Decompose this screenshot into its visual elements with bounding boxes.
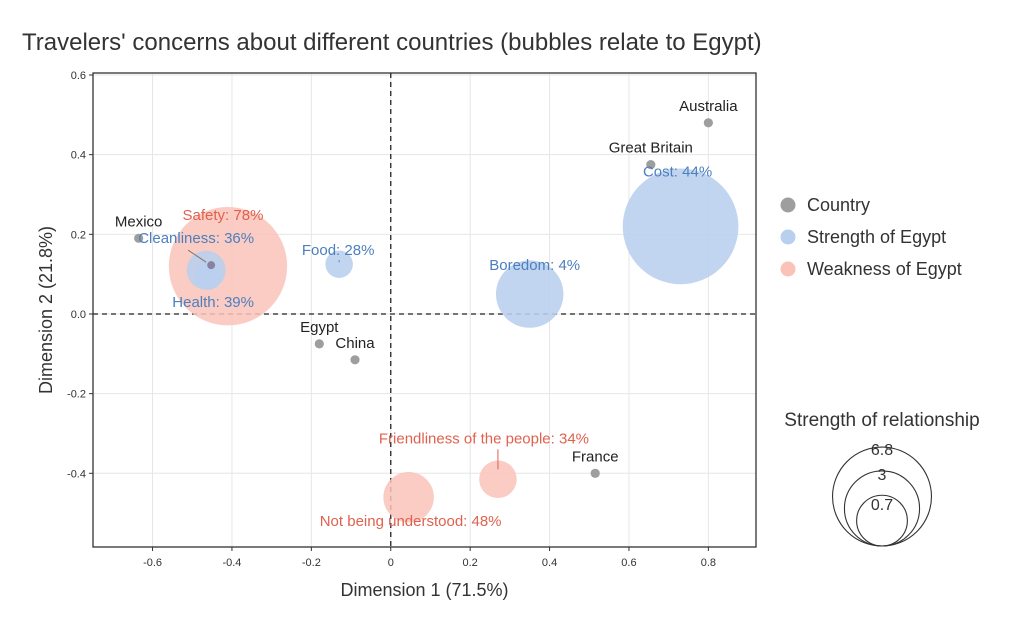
chart-title: Travelers' concerns about different coun… [22,29,762,56]
y-tick-label: 0.6 [71,70,86,82]
point-label: Not being understood: 48% [320,513,502,530]
y-tick-label: 0.0 [71,309,86,321]
point-label: Egypt [300,319,339,336]
point-label: Great Britain [609,140,693,157]
legend: Country Strength of Egypt Weakness of Egyp… [780,195,962,279]
y-tick-label: -0.2 [67,389,86,401]
y-tick-label: 0.4 [71,150,86,162]
leader-line [187,249,207,263]
point-label: Cleanliness: 36% [138,230,254,247]
point-label: Food: 28% [302,242,375,259]
legend-label: Country [807,195,870,215]
y-tick-label: 0.2 [71,229,86,241]
x-tick-label: 0 [388,557,394,569]
point-label: Friendliness of the people: 34% [379,430,589,447]
country-point [590,468,600,478]
strength-bubble [495,260,564,328]
weakness-bubble [168,207,288,326]
point-label: Boredom: 4% [489,257,580,274]
size-legend-value: 0.7 [871,497,893,514]
x-tick-label: 0.8 [701,557,716,569]
size-legend-circle [856,494,908,547]
legend-label: Weakness of Egypt [807,259,962,279]
x-tick-label: -0.6 [143,557,162,569]
x-tick-label: 0.2 [463,557,478,569]
axes: -0.6 -0.4 -0.2 0 0.2 0.4 0.6 0.8 -0.4 -0.2 0.0 0.2 0… [67,70,716,569]
plot-frame [92,72,757,548]
point-label: Health: 39% [172,294,254,311]
x-tick-label: -0.4 [222,557,241,569]
strength-bubble [325,250,353,278]
point-label: China [335,335,375,352]
size-legend: Strength of relationship 6.8 3 0.7 [784,410,980,547]
legend-item[interactable]: Strength of Egypt [780,227,947,247]
point-label: Mexico [115,213,163,230]
legend-swatch [780,197,796,213]
x-tick-label: 0.6 [621,557,636,569]
country-point [703,118,713,128]
size-legend-value: 6.8 [871,442,893,459]
size-legend-title: Strength of relationship [784,410,979,431]
weakness-bubble [479,460,517,499]
legend-item[interactable]: Weakness of Egypt [780,259,962,279]
country-point [350,355,360,365]
point-label: Cost: 44% [643,163,712,180]
size-legend-value: 3 [878,467,887,484]
legend-swatch [780,229,796,245]
overlap-marker [207,261,216,270]
y-axis-title: Dimension 2 (21.8%) [36,226,56,394]
weakness-bubble [383,471,434,523]
country-point [646,160,656,170]
country-point [134,233,144,243]
x-tick-label: -0.2 [302,557,321,569]
strength-bubble [194,262,222,290]
point-label: France [572,448,619,465]
strength-bubble [622,168,739,285]
x-axis-title: Dimension 1 (71.5%) [340,580,508,600]
bubble-layer [134,118,739,523]
point-label: Safety: 78% [183,207,264,224]
legend-swatch [780,261,796,277]
legend-label: Strength of Egypt [807,227,946,247]
legend-item[interactable]: Country [780,195,871,215]
y-tick-label: -0.4 [67,468,86,480]
country-point [314,339,324,349]
x-tick-label: 0.4 [542,557,557,569]
point-label: Australia [679,98,738,115]
